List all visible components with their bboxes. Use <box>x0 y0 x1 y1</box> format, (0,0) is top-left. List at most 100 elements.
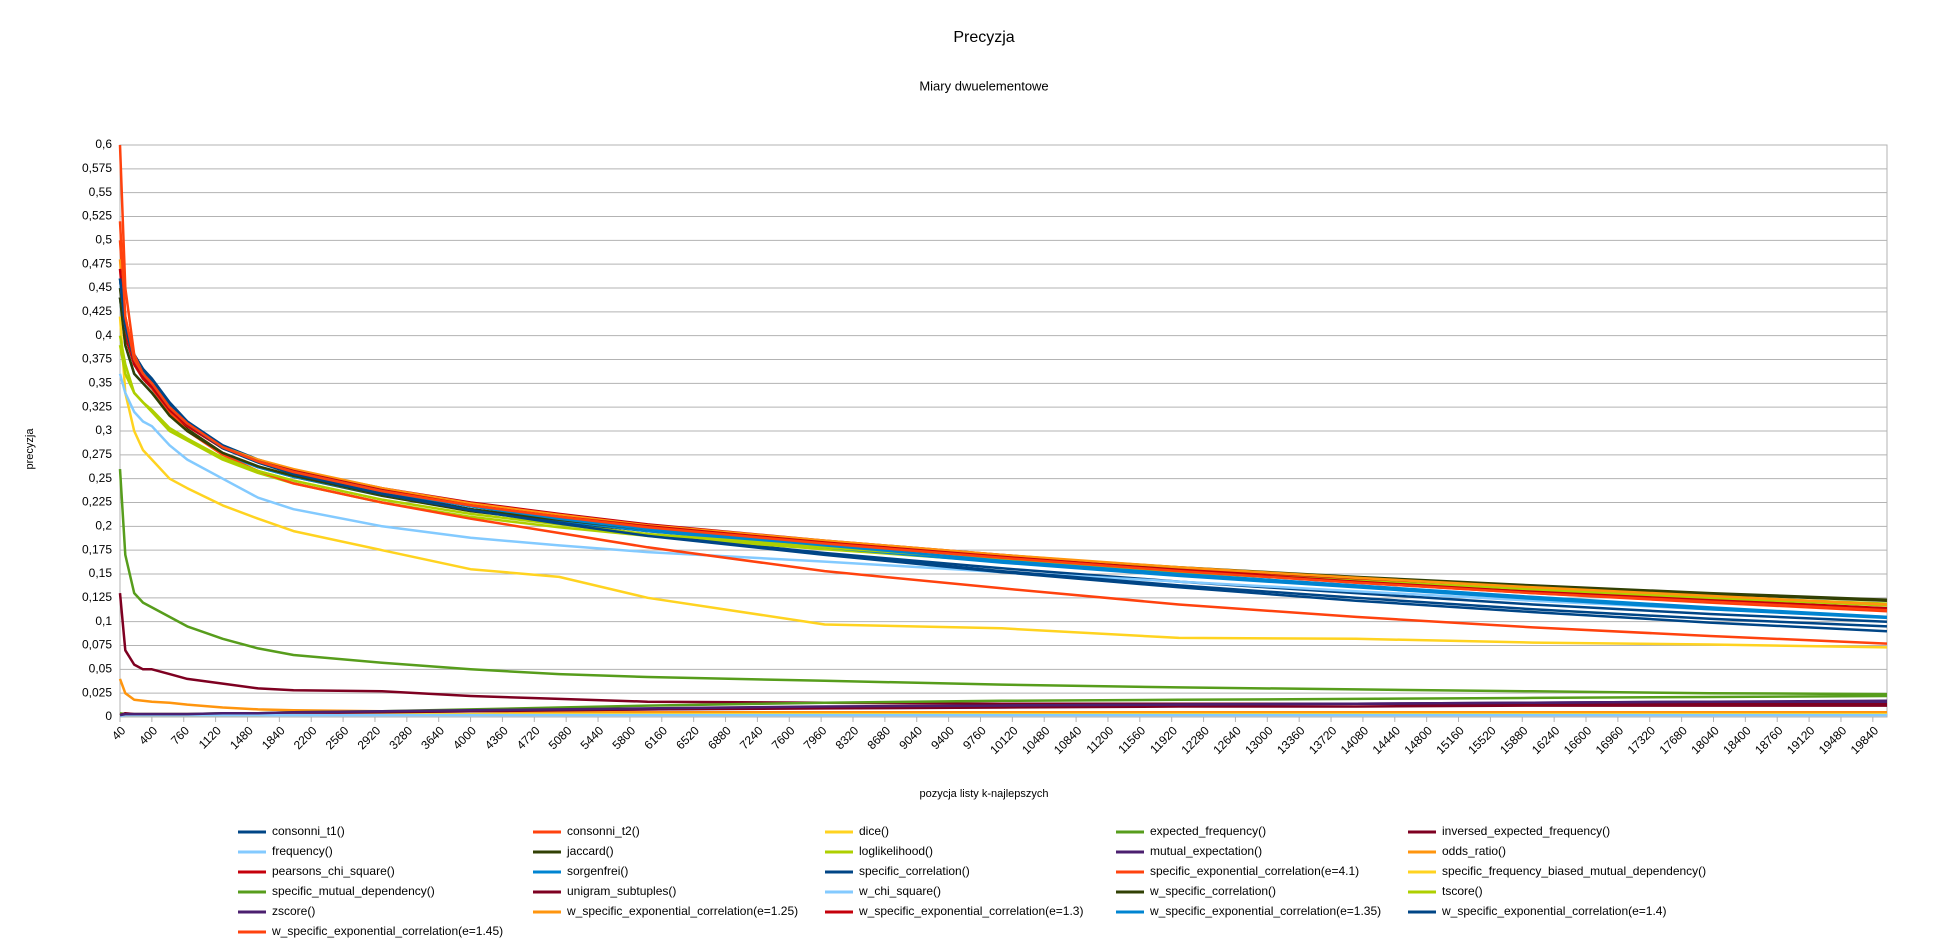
y-tick-label: 0,15 <box>89 566 113 580</box>
series-line <box>118 297 1888 620</box>
x-tick-label: 6520 <box>673 723 702 752</box>
x-tick-label: 3280 <box>386 723 415 752</box>
x-tick-label: 3640 <box>418 723 447 752</box>
x-tick-label: 15880 <box>1497 723 1531 757</box>
legend-label: specific_frequency_biased_mutual_depende… <box>1442 864 1706 878</box>
x-tick-label: 6160 <box>641 723 670 752</box>
y-tick-label: 0,225 <box>82 495 112 509</box>
x-tick-label: 2200 <box>291 723 320 752</box>
x-tick-label: 15160 <box>1433 723 1467 757</box>
chart-subtitle: Miary dwuelementowe <box>919 78 1048 93</box>
series-line <box>119 713 1887 718</box>
x-tick-label: 16600 <box>1561 723 1595 757</box>
x-tick-label: 13000 <box>1242 723 1276 757</box>
y-tick-label: 0,525 <box>82 209 112 223</box>
x-tick-label: 14440 <box>1370 723 1404 757</box>
x-axis-title: pozycja listy k-najlepszych <box>920 788 1049 800</box>
x-tick-label: 13720 <box>1306 723 1340 757</box>
legend-label: pearsons_chi_square() <box>272 864 395 878</box>
legend-label: zscore() <box>272 904 315 918</box>
x-tick-label: 9040 <box>896 723 925 752</box>
x-tick-label: 8320 <box>833 723 862 752</box>
legend-label: tscore() <box>1442 884 1483 898</box>
x-tick-label: 12640 <box>1210 723 1244 757</box>
x-tick-label: 40 <box>109 723 129 743</box>
legend-label: unigram_subtuples() <box>567 884 676 898</box>
y-tick-label: 0,375 <box>82 352 112 366</box>
x-tick-label: 6880 <box>705 723 734 752</box>
x-tick-label: 12280 <box>1178 723 1212 757</box>
legend-label: w_specific_exponential_correlation(e=1.4… <box>1441 904 1666 918</box>
x-tick-label: 11560 <box>1115 723 1148 756</box>
legend-label: mutual_expectation() <box>1150 844 1262 858</box>
series-line <box>119 700 1887 717</box>
legend-label: dice() <box>859 824 889 838</box>
x-tick-label: 1120 <box>196 723 224 751</box>
series-line <box>118 344 1888 607</box>
legend-label: specific_exponential_correlation(e=4.1) <box>1150 864 1359 878</box>
legend-label: w_specific_exponential_correlation(e=1.3… <box>1149 904 1381 918</box>
series-line <box>118 259 1888 606</box>
x-tick-label: 10480 <box>1019 723 1053 757</box>
legend-label: consonni_t1() <box>272 824 345 838</box>
y-tick-label: 0,25 <box>89 471 113 485</box>
x-tick-label: 15520 <box>1465 723 1499 757</box>
x-tick-label: 16240 <box>1529 723 1563 757</box>
y-tick-label: 0,325 <box>82 399 112 413</box>
series-line <box>118 278 1888 619</box>
x-tick-label: 19120 <box>1784 723 1818 757</box>
x-tick-label: 8680 <box>864 723 893 752</box>
x-tick-label: 760 <box>168 723 192 747</box>
legend-label: specific_mutual_dependency() <box>272 884 435 898</box>
x-tick-label: 400 <box>136 723 160 747</box>
y-tick-label: 0,5 <box>95 233 112 247</box>
x-tick-label: 4360 <box>482 723 511 752</box>
y-tick-label: 0,575 <box>82 161 112 175</box>
legend-label: expected_frequency() <box>1150 824 1266 838</box>
plot-frame <box>119 144 1888 718</box>
series-line <box>118 373 1888 619</box>
x-tick-label: 17320 <box>1625 723 1659 757</box>
legend-label: w_specific_exponential_correlation(e=1.2… <box>566 904 798 918</box>
x-tick-label: 10840 <box>1051 723 1085 757</box>
x-tick-label: 2560 <box>323 723 352 752</box>
y-tick-label: 0,075 <box>82 638 112 652</box>
y-tick-label: 0,6 <box>95 137 112 151</box>
x-tick-label: 11200 <box>1083 723 1116 756</box>
x-tick-label: 5800 <box>609 723 638 752</box>
y-tick-label: 0,05 <box>89 662 113 676</box>
legend-label: w_chi_square() <box>858 884 941 898</box>
y-tick-label: 0,125 <box>82 590 112 604</box>
chart-title: Precyzja <box>953 29 1014 46</box>
x-tick-label: 7600 <box>769 723 798 752</box>
x-tick-label: 7960 <box>801 723 830 752</box>
series-line <box>118 221 1888 612</box>
x-tick-label: 16960 <box>1593 723 1627 757</box>
y-tick-label: 0,35 <box>89 376 113 390</box>
x-tick-label: 1840 <box>259 723 288 752</box>
x-tick-label: 14080 <box>1338 723 1372 757</box>
x-tick-label: 10120 <box>987 723 1021 757</box>
x-tick-label: 2920 <box>355 723 384 752</box>
y-axis-title: precyzja <box>24 428 36 470</box>
x-tick-label: 18400 <box>1720 723 1754 757</box>
x-tick-label: 18760 <box>1752 723 1786 757</box>
x-tick-label: 4000 <box>450 723 479 752</box>
x-tick-label: 19840 <box>1848 723 1882 757</box>
y-tick-label: 0,175 <box>82 542 112 556</box>
legend-label: w_specific_correlation() <box>1149 884 1276 898</box>
x-tick-label: 1480 <box>227 723 256 752</box>
x-tick-label: 14800 <box>1402 723 1436 757</box>
legend-label: sorgenfrei() <box>567 864 628 878</box>
x-tick-label: 7240 <box>737 723 766 752</box>
legend-label: frequency() <box>272 844 333 858</box>
y-tick-label: 0,1 <box>95 614 112 628</box>
legend-label: specific_correlation() <box>859 864 970 878</box>
y-tick-label: 0,275 <box>82 447 112 461</box>
y-tick-label: 0 <box>105 709 112 723</box>
x-tick-label: 4720 <box>514 723 543 752</box>
legend-label: inversed_expected_frequency() <box>1442 824 1610 838</box>
y-tick-label: 0,2 <box>95 519 112 533</box>
x-tick-label: 11920 <box>1147 723 1180 756</box>
